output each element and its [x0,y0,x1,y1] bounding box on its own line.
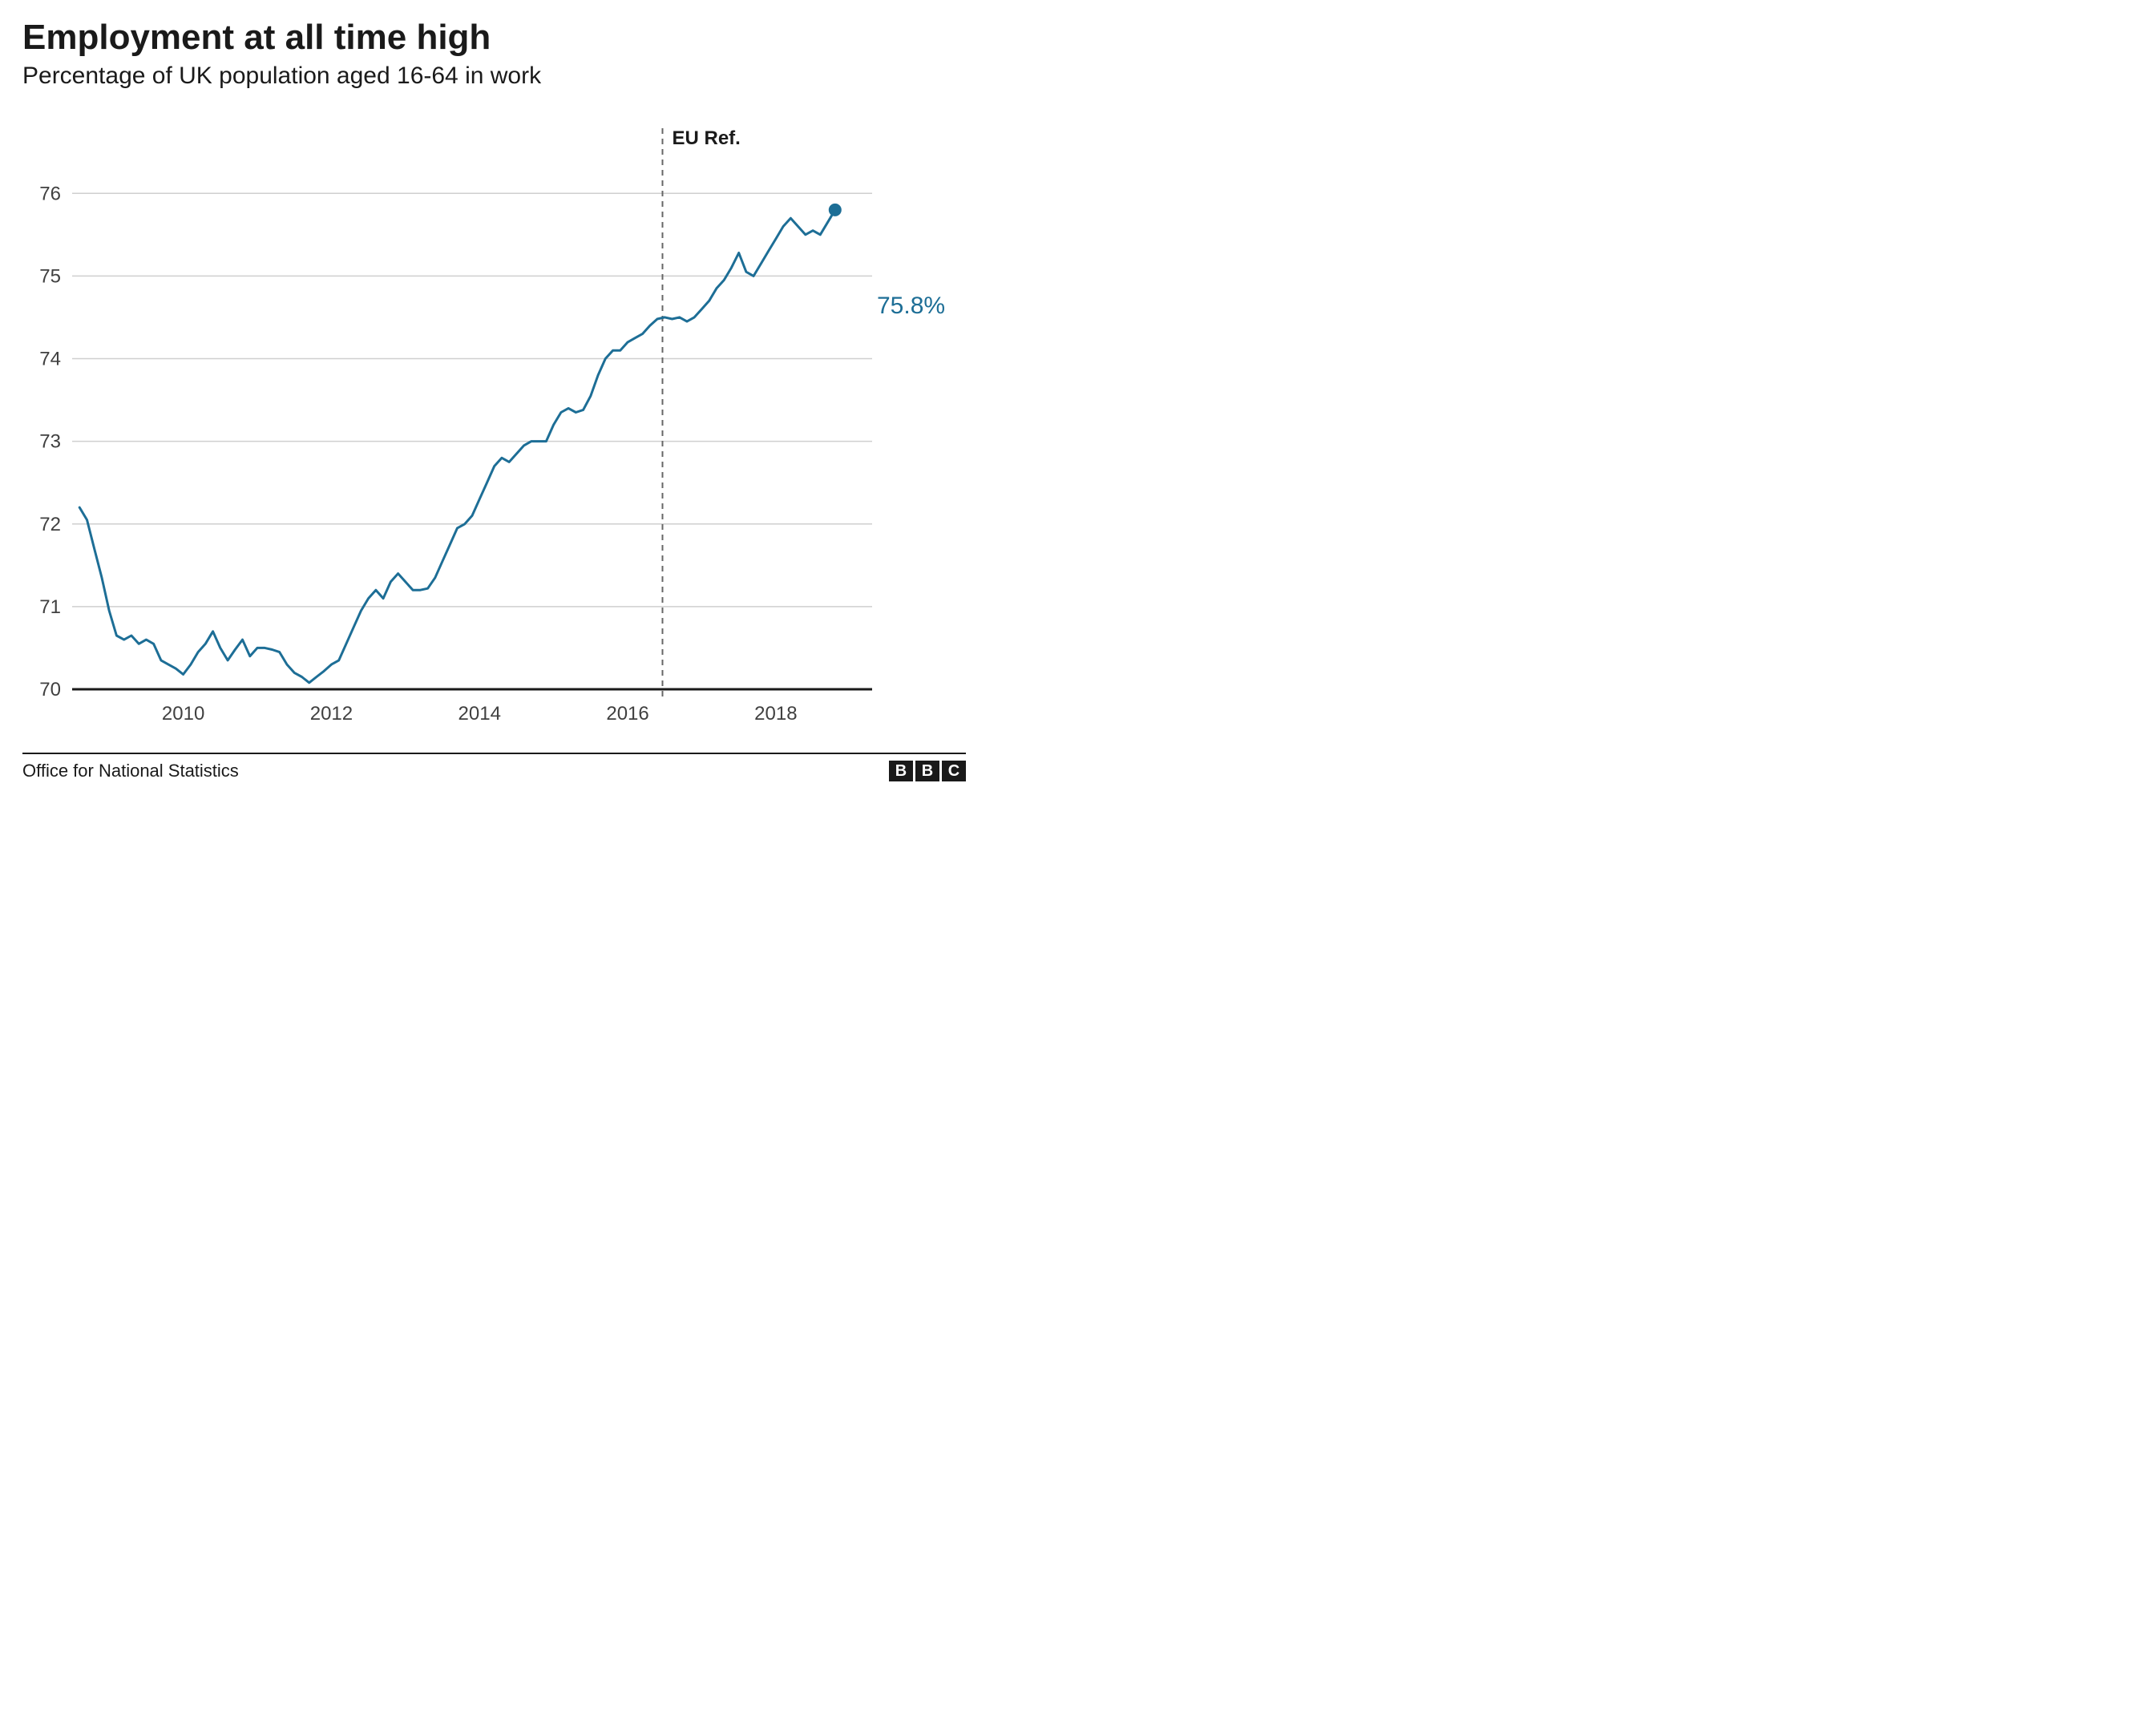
y-tick-label: 75 [39,265,61,287]
bbc-logo: B B C [889,761,966,781]
end-marker [829,204,842,216]
y-tick-label: 71 [39,596,61,618]
x-tick-label: 2016 [606,703,648,725]
chart-area: 70 71 72 73 74 75 76 2010 2012 2014 2016 2018 EU Ref… [22,104,966,741]
source-label: Office for National Statistics [22,761,239,781]
chart-subtitle: Percentage of UK population aged 16-64 i… [22,63,966,90]
bbc-logo-letter: B [915,761,939,781]
y-tick-label: 74 [39,349,61,370]
eu-ref-label: EU Ref. [672,127,740,149]
y-tick-label: 76 [39,183,61,204]
chart-footer: Office for National Statistics B B C [22,753,966,781]
series-line [79,210,835,683]
x-tick-label: 2012 [310,703,353,725]
line-chart-svg: 70 71 72 73 74 75 76 2010 2012 2014 2016 2018 EU Ref… [22,104,968,737]
bbc-logo-letter: B [889,761,913,781]
y-tick-label: 70 [39,679,61,700]
x-tick-label: 2018 [754,703,797,725]
y-tick-label: 73 [39,431,61,453]
y-tick-label: 72 [39,514,61,535]
x-tick-label: 2014 [459,703,501,725]
figure-container: Employment at all time high Percentage o… [0,0,988,791]
bbc-logo-letter: C [942,761,966,781]
end-value-label: 75.8% [877,293,945,319]
chart-title: Employment at all time high [22,18,966,58]
x-tick-label: 2010 [162,703,204,725]
